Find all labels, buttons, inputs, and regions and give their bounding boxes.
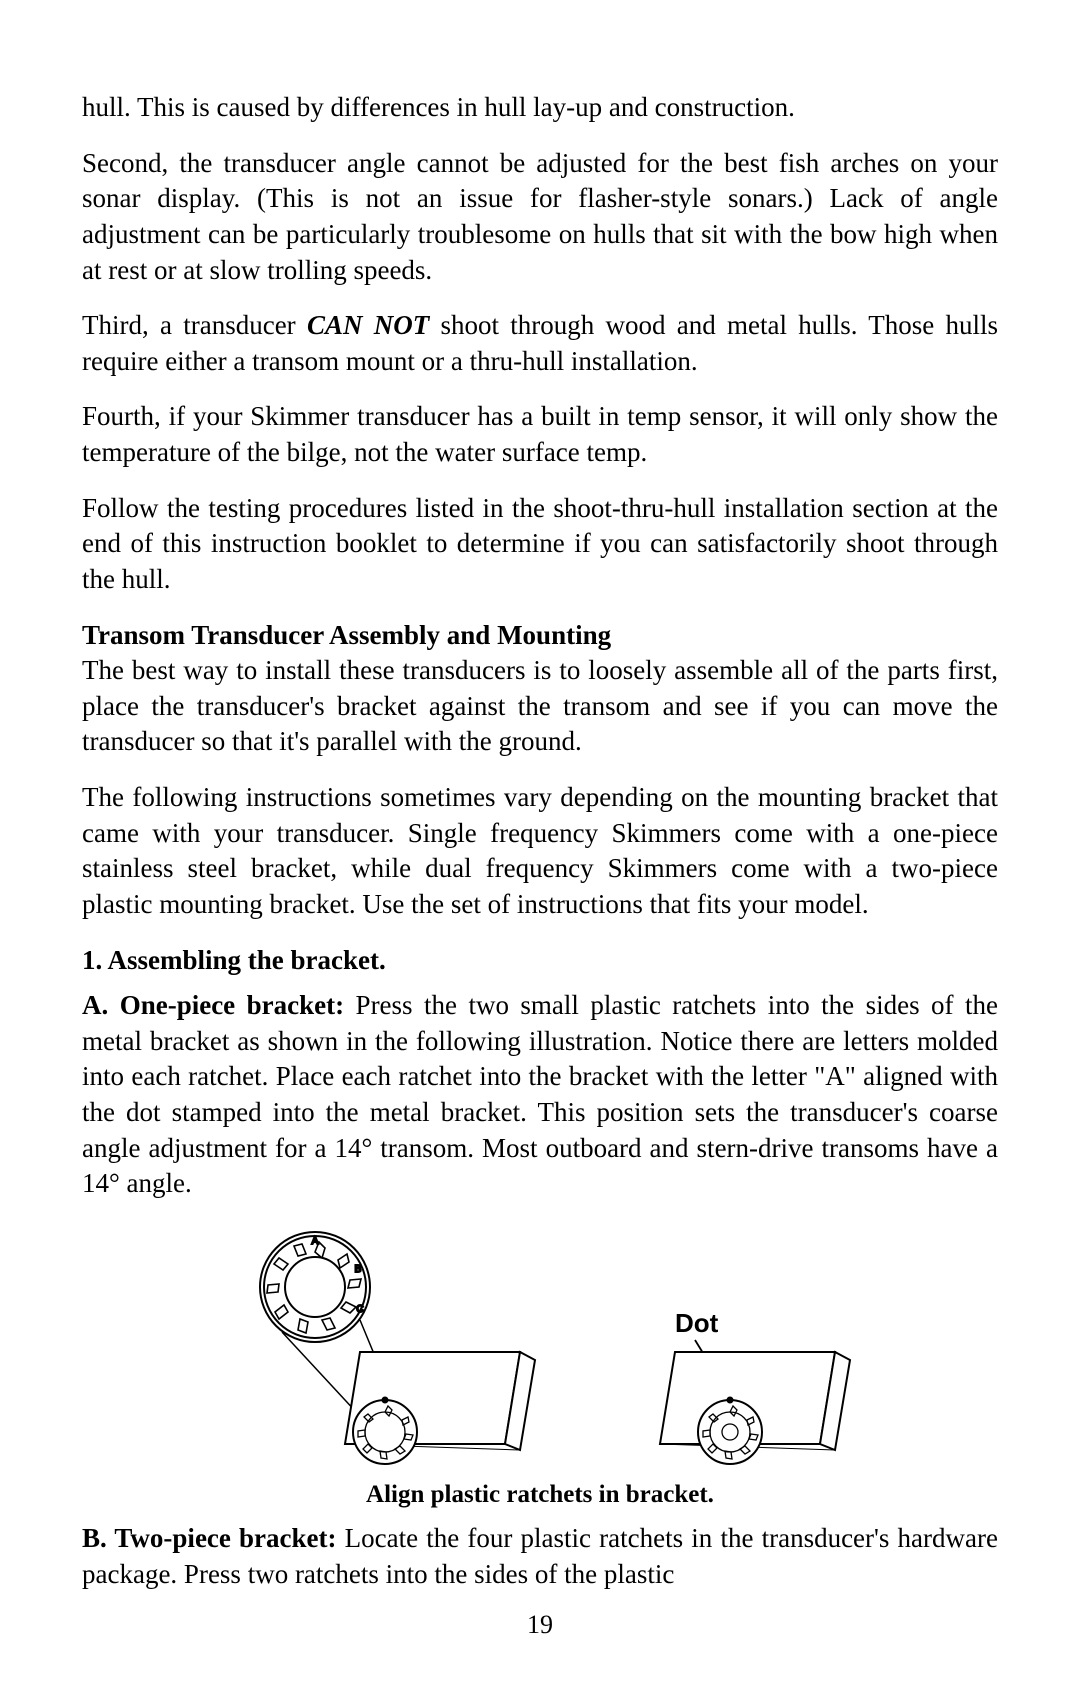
step-a-paragraph: A. One-piece bracket: Press the two smal… xyxy=(82,988,998,1202)
dot-label-text: Dot xyxy=(675,1308,719,1338)
svg-text:A: A xyxy=(312,1236,319,1247)
figure-ratchet-alignment: A B C Dot xyxy=(82,1222,998,1511)
step-b-label: B. Two-piece bracket: xyxy=(82,1523,337,1553)
step-a-body: Press the two small plastic ratchets int… xyxy=(82,990,998,1198)
step-a-label: A. One-piece bracket: xyxy=(82,990,344,1020)
right-bracket-icon xyxy=(660,1352,850,1464)
ratchet-diagram: A B C Dot xyxy=(220,1222,860,1472)
zoom-ratchet-icon: A B C xyxy=(260,1232,370,1342)
step-1-heading: 1. Assembling the bracket. xyxy=(82,943,998,979)
step-b-paragraph: B. Two-piece bracket: Locate the four pl… xyxy=(82,1521,998,1592)
figure-caption: Align plastic ratchets in bracket. xyxy=(366,1478,714,1511)
page-number: 19 xyxy=(0,1608,1080,1642)
paragraph-third: Third, a transducer CAN NOT shoot throug… xyxy=(82,308,998,379)
section-para-2: The following instructions sometimes var… xyxy=(82,780,998,923)
svg-text:B: B xyxy=(355,1264,362,1275)
paragraph-fourth: Fourth, if your Skimmer transducer has a… xyxy=(82,399,998,470)
paragraph-second: Second, the transducer angle cannot be a… xyxy=(82,146,998,289)
section-para-1: The best way to install these transducer… xyxy=(82,653,998,760)
section-heading-transom: Transom Transducer Assembly and Mounting xyxy=(82,618,998,654)
left-bracket-icon xyxy=(345,1352,535,1464)
paragraph-hull-continuation: hull. This is caused by differences in h… xyxy=(82,90,998,126)
paragraph-testing: Follow the testing procedures listed in … xyxy=(82,491,998,598)
cannot-emphasis: CAN NOT xyxy=(307,310,429,340)
svg-text:C: C xyxy=(356,1304,363,1315)
p3-lead: Third, a transducer xyxy=(82,310,307,340)
